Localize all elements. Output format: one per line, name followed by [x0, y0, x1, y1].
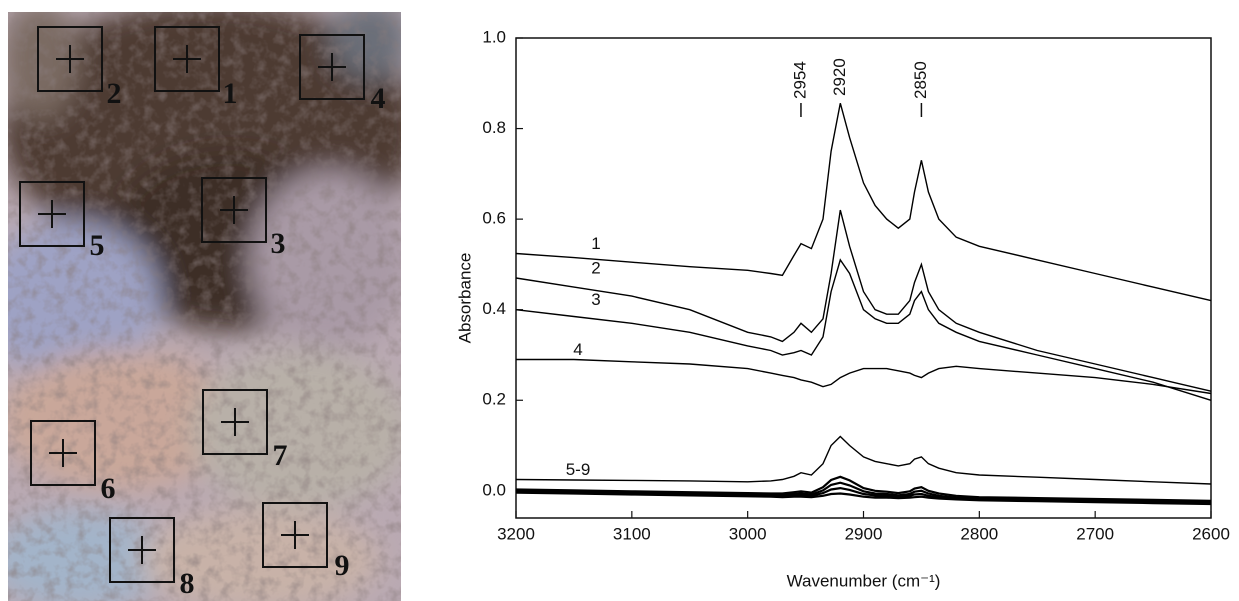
spot-label: 8 — [180, 567, 195, 600]
spot-label: 2 — [107, 77, 122, 110]
y-tick-label: 1.0 — [482, 27, 506, 46]
plot-frame — [515, 37, 1212, 519]
y-tick-label: 0.6 — [482, 209, 506, 228]
y-axis-title: Absorbance — [455, 253, 474, 344]
peak-label: 2954 — [790, 61, 809, 99]
x-tick-label: 2700 — [1076, 524, 1114, 543]
spot-label: 4 — [371, 82, 386, 115]
spectrum-line — [515, 475, 1212, 502]
spot-box — [19, 181, 85, 247]
curve-label: 3 — [591, 290, 600, 309]
y-tick-label: 0.8 — [482, 118, 506, 137]
spot-label: 3 — [271, 227, 286, 260]
x-tick-label: 3100 — [613, 524, 651, 543]
x-tick-label: 2800 — [960, 524, 998, 543]
curve-label: 1 — [591, 234, 600, 253]
peak-label: 2920 — [830, 58, 849, 96]
y-tick-label: 0.4 — [482, 299, 506, 318]
x-axis-title: Wavenumber (cm⁻¹) — [787, 571, 941, 590]
spot-box — [262, 502, 328, 568]
curve-label: 2 — [591, 258, 600, 277]
spectrum-plot: 0.0 0.2 0.4 0.6 0.8 1.0 3200 3100 3000 2900 2800 27… — [455, 27, 1229, 590]
spot-box — [201, 177, 267, 243]
x-tick-label: 2600 — [1192, 524, 1230, 543]
spot-box — [37, 26, 103, 92]
spectrum-line — [515, 435, 1212, 485]
spectrum-line — [516, 358, 1212, 395]
x-tick-label: 2900 — [845, 524, 883, 543]
spot-label: 6 — [101, 472, 116, 505]
spot-box — [299, 34, 365, 100]
spot-label: 5 — [90, 229, 105, 262]
x-tick-label: 3000 — [729, 524, 767, 543]
spectrum-line — [515, 103, 1212, 302]
spectrum-line — [515, 209, 1212, 392]
spot-box — [202, 389, 268, 455]
y-tick-label: 0.0 — [482, 480, 506, 499]
spot-markers: 1 2 3 4 5 6 7 8 9 — [19, 26, 386, 600]
spot-box — [30, 420, 96, 486]
spot-label: 1 — [223, 77, 238, 110]
spectrum-line — [515, 491, 1212, 506]
micrograph — [8, 12, 401, 601]
spot-box — [154, 26, 220, 92]
x-tick-label: 3200 — [497, 524, 535, 543]
spectrum-line — [515, 258, 1212, 401]
curve-label: 5-9 — [566, 460, 591, 479]
y-tick-label: 0.2 — [482, 390, 506, 409]
spot-label: 7 — [273, 439, 288, 472]
peak-label: 2850 — [911, 61, 930, 99]
curve-label: 4 — [573, 340, 582, 359]
spot-box — [109, 517, 175, 583]
spot-label: 9 — [335, 549, 350, 582]
